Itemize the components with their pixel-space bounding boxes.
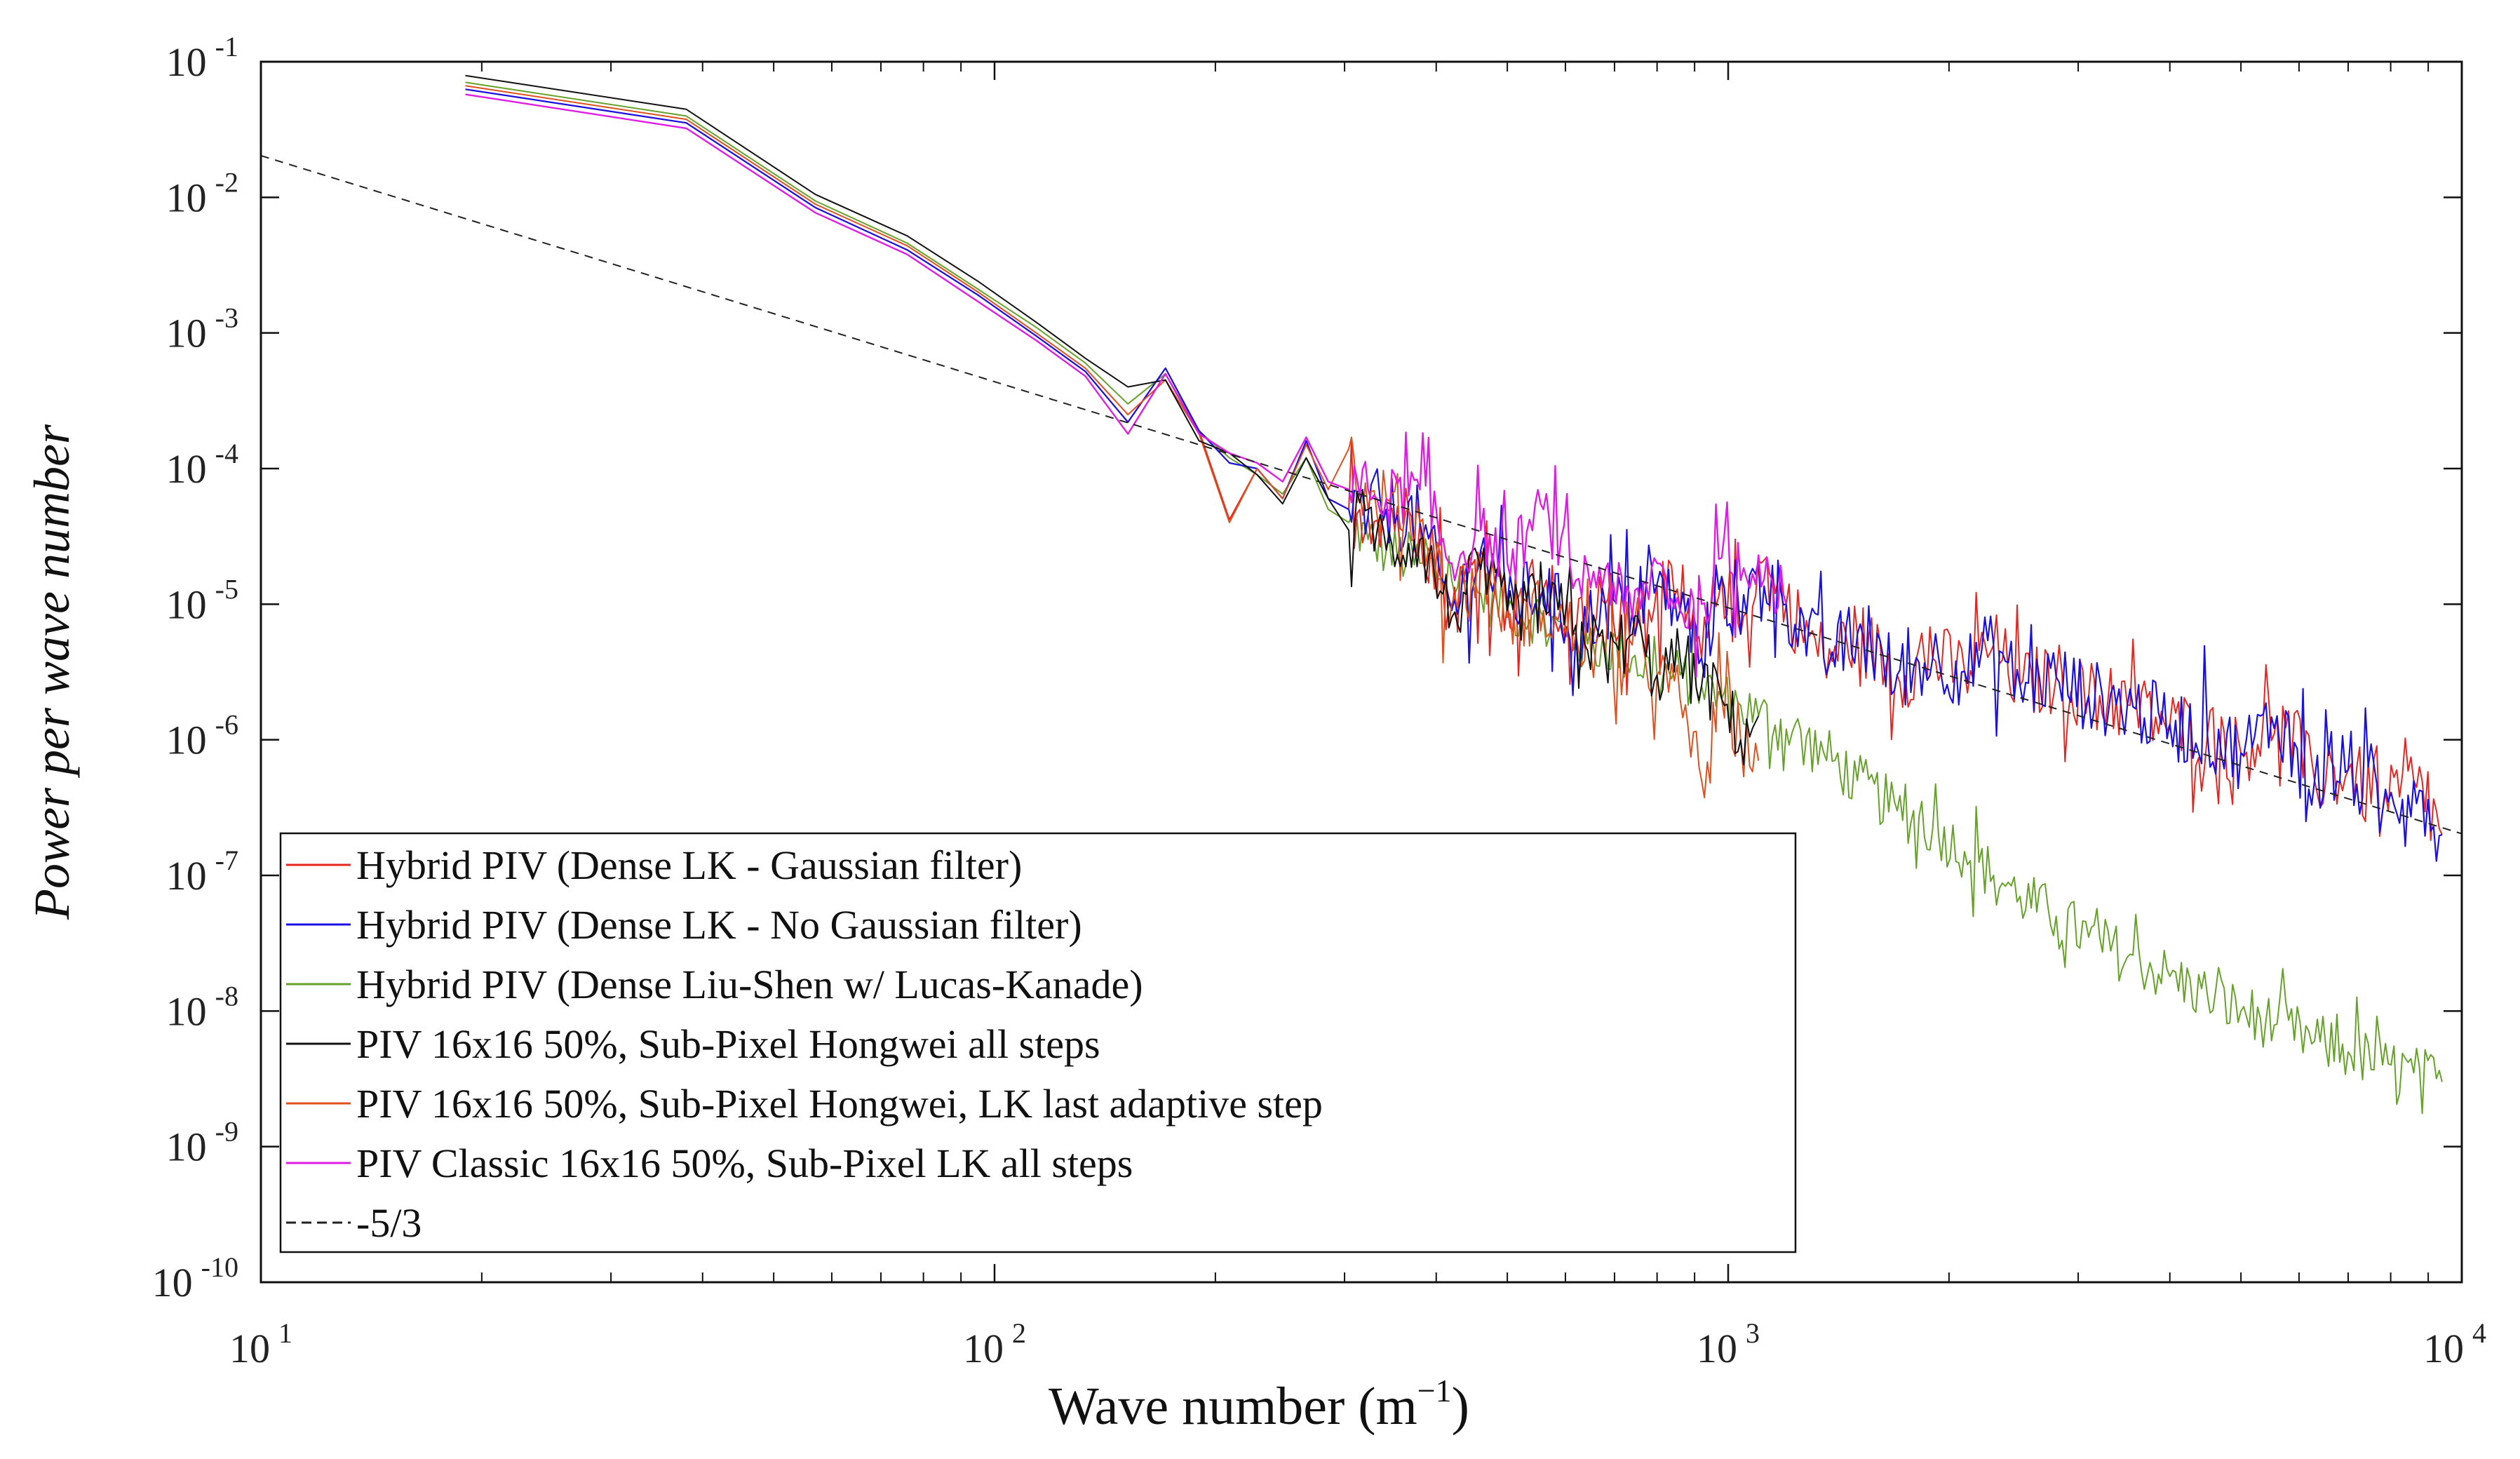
x-tick-label: 10 3 [1697,1317,1760,1371]
y-tick-base: 10 [166,988,207,1034]
y-tick-label: 10 -10 [152,1251,238,1305]
legend-label: PIV 16x16 50%, Sub-Pixel Hongwei, LK las… [356,1081,1323,1127]
series-line-4 [465,74,1760,766]
legend-entries: Hybrid PIV (Dense LK - Gaussian filter) H… [286,842,1323,1246]
legend-entry: PIV 16x16 50%, Sub-Pixel Hongwei all ste… [286,1021,1100,1067]
legend-entry: Hybrid PIV (Dense LK - Gaussian filter) [286,842,1022,888]
legend-entry: Hybrid PIV (Dense LK - No Gaussian filte… [286,902,1082,948]
x-tick-exp: 3 [1746,1317,1760,1349]
y-tick-exp: -7 [215,845,238,876]
legend-label: Hybrid PIV (Dense LK - No Gaussian filte… [356,902,1082,948]
y-tick-base: 10 [166,39,207,85]
y-tick-base: 10 [166,446,207,492]
y-tick-label: 10 -6 [166,709,238,763]
x-tick-base: 10 [2423,1326,2464,1371]
series-layer [260,74,2462,1115]
y-tick-base: 10 [152,1260,193,1305]
y-tick-exp: -10 [201,1251,238,1283]
legend-entry: Hybrid PIV (Dense Liu-Shen w/ Lucas-Kana… [286,962,1143,1007]
y-tick-exp: -5 [215,573,238,605]
y-tick-base: 10 [166,581,207,627]
legend-label: PIV 16x16 50%, Sub-Pixel Hongwei all ste… [356,1021,1100,1067]
y-tick-label: 10 -5 [166,573,238,627]
major-ticks [260,60,2463,1284]
y-tick-labels: 10 -110 -210 -310 -410 -510 -610 -710 -810 -910 -1… [152,31,238,1305]
x-tick-base: 10 [1697,1326,1737,1371]
x-axis-label: Wave number (m−1) [1049,1373,1469,1436]
legend: Hybrid PIV (Dense LK - Gaussian filter) H… [279,832,1797,1253]
series-line-6 [465,93,1787,678]
y-tick-label: 10 -2 [166,166,238,220]
x-axis-label-sup: −1 [1417,1373,1452,1408]
x-tick-exp: 1 [278,1317,292,1349]
y-tick-exp: -2 [215,166,238,198]
y-tick-exp: -6 [215,709,238,741]
y-tick-base: 10 [166,175,207,220]
x-axis-label-end: ) [1452,1377,1469,1436]
y-tick-exp: -9 [215,1116,238,1148]
x-tick-base: 10 [963,1326,1004,1371]
y-tick-base: 10 [166,1124,207,1170]
y-tick-exp: -3 [215,302,238,334]
series-line-5 [465,85,1760,799]
y-tick-exp: -1 [215,31,238,62]
x-tick-base: 10 [229,1326,270,1371]
minor-ticks [480,62,2430,1282]
legend-label: PIV Classic 16x16 50%, Sub-Pixel LK all … [356,1141,1133,1186]
legend-entry: -5/3 [286,1200,422,1246]
y-tick-base: 10 [166,718,207,763]
legend-label: Hybrid PIV (Dense Liu-Shen w/ Lucas-Kana… [356,962,1143,1007]
y-tick-label: 10 -9 [166,1116,238,1170]
y-axis-label: Power per wave number [24,424,80,920]
y-tick-label: 10 -1 [166,31,238,85]
x-tick-label: 10 4 [2423,1317,2486,1371]
y-tick-base: 10 [166,853,207,899]
y-tick-exp: -8 [215,980,238,1011]
legend-label: Hybrid PIV (Dense LK - Gaussian filter) [356,842,1022,888]
legend-box [279,832,1797,1253]
x-tick-labels: 10 1 10 2 10 3 10 4 [229,1317,2486,1371]
y-tick-exp: -4 [215,438,238,469]
y-tick-label: 10 -8 [166,980,238,1034]
y-tick-label: 10 -7 [166,845,238,899]
legend-entry: PIV 16x16 50%, Sub-Pixel Hongwei, LK las… [286,1081,1323,1127]
series-line-7 [260,154,2462,835]
x-axis-label-main: Wave number (m [1049,1377,1417,1436]
legend-entry: PIV Classic 16x16 50%, Sub-Pixel LK all … [286,1141,1133,1186]
legend-label: -5/3 [356,1200,422,1246]
x-tick-label: 10 1 [229,1317,292,1371]
x-tick-exp: 2 [1012,1317,1026,1349]
x-tick-label: 10 2 [963,1317,1026,1371]
y-tick-label: 10 -3 [166,302,238,356]
y-tick-base: 10 [166,311,207,356]
x-tick-exp: 4 [2472,1317,2486,1349]
plot-frame [260,60,2463,1284]
y-tick-label: 10 -4 [166,438,238,492]
